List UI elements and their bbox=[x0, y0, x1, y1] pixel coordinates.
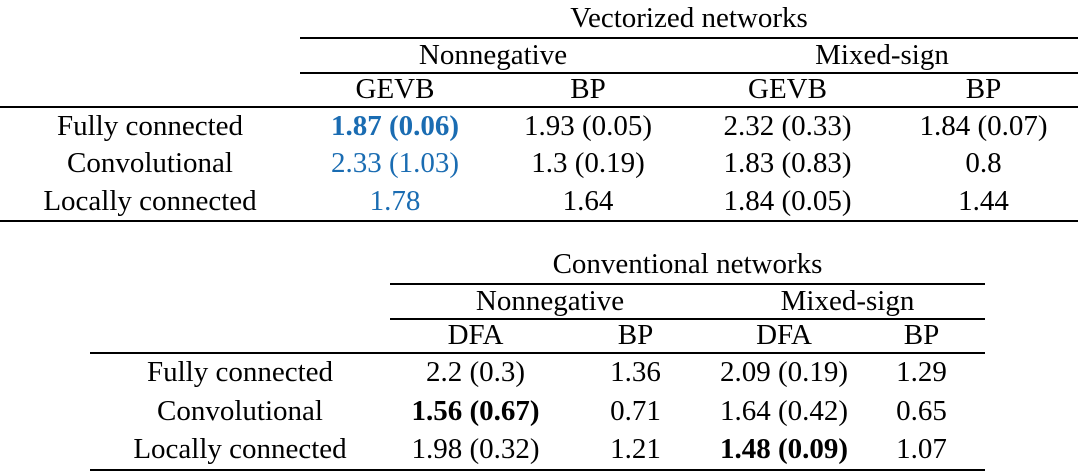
value-cell: 1.21 bbox=[561, 431, 710, 471]
col-header-dfa-nonnegative: DFA bbox=[390, 319, 561, 354]
table-title-row: Vectorized networks bbox=[0, 0, 1078, 39]
row-label: Locally connected bbox=[90, 431, 390, 471]
col-header-bp-mixed: BP bbox=[889, 73, 1078, 108]
results-table-vectorized: Vectorized networks Nonnegative Mixed-si… bbox=[0, 0, 1078, 222]
group-header-row: Nonnegative Mixed-sign bbox=[0, 38, 1078, 74]
value-cell: 0.8 bbox=[965, 147, 1002, 180]
value-cell: 1.93 (0.05) bbox=[523, 109, 653, 142]
value-cell: 1.64 bbox=[490, 183, 686, 222]
value-cell: 1.44 bbox=[889, 183, 1078, 222]
value-cell: 1.87 (0.06) bbox=[330, 109, 460, 142]
col-header-dfa-mixed: DFA bbox=[710, 319, 858, 354]
value-cell: 1.48 (0.09) bbox=[710, 431, 858, 471]
value-cell: 1.83 (0.83) bbox=[723, 147, 852, 180]
spacer-cell bbox=[0, 73, 300, 108]
table-row-fully-connected: Fully connected 2.2 (0.3) 1.36 2.09 (0.1… bbox=[90, 353, 985, 392]
table-row-locally-connected: Locally connected 1.78 1.64 1.84 (0.05) … bbox=[0, 183, 1078, 222]
row-label: Fully connected bbox=[146, 356, 334, 389]
row-label: Fully connected bbox=[56, 109, 244, 142]
value-cell: 1.84 (0.07) bbox=[919, 109, 1048, 142]
value-cell: 1.64 (0.42) bbox=[719, 394, 849, 427]
group-header-mixed-sign: Mixed-sign bbox=[710, 284, 986, 320]
row-label: Convolutional bbox=[67, 147, 233, 180]
group-header-nonnegative: Nonnegative bbox=[390, 284, 710, 320]
column-header-row: DFA BP DFA BP bbox=[90, 319, 986, 354]
col-header-bp-mixed: BP bbox=[858, 319, 986, 354]
value-cell: 2.33 (1.03) bbox=[330, 147, 460, 180]
col-header-bp-nonnegative: BP bbox=[490, 73, 686, 108]
row-label: Locally connected bbox=[0, 183, 300, 222]
value-cell: 2.32 (0.33) bbox=[723, 109, 852, 142]
col-header-bp-nonnegative: BP bbox=[561, 319, 710, 354]
value-cell: 1.07 bbox=[858, 431, 986, 471]
col-header-gevb-mixed: GEVB bbox=[686, 73, 889, 108]
spacer-cell bbox=[90, 247, 390, 284]
value-cell: 0.71 bbox=[610, 394, 661, 427]
row-label: Convolutional bbox=[157, 394, 323, 427]
value-cell: 2.2 (0.3) bbox=[425, 356, 526, 389]
spacer-cell bbox=[90, 319, 390, 354]
spacer-cell bbox=[0, 0, 300, 38]
table-title-row: Conventional networks bbox=[90, 247, 986, 285]
table-row-locally-connected: Locally connected 1.98 (0.32) 1.21 1.48 … bbox=[90, 431, 986, 471]
spacer-cell bbox=[90, 284, 390, 319]
value-cell: 1.98 (0.32) bbox=[390, 431, 561, 471]
table-title: Vectorized networks bbox=[300, 0, 1078, 39]
value-cell: 1.36 bbox=[610, 356, 661, 389]
table-row-fully-connected: Fully connected 1.87 (0.06) 1.93 (0.05) … bbox=[0, 107, 1078, 145]
value-cell: 1.84 (0.05) bbox=[686, 183, 889, 222]
table-title: Conventional networks bbox=[390, 247, 986, 285]
value-cell: 1.3 (0.19) bbox=[531, 147, 645, 180]
table-row-convolutional: Convolutional 1.56 (0.67) 0.71 1.64 (0.4… bbox=[90, 392, 985, 431]
column-header-row: GEVB BP GEVB BP bbox=[0, 73, 1078, 108]
spacer-cell bbox=[0, 38, 300, 73]
value-cell: 1.78 bbox=[300, 183, 490, 222]
value-cell: 1.29 bbox=[896, 356, 947, 389]
col-header-gevb-nonnegative: GEVB bbox=[300, 73, 490, 108]
group-header-nonnegative: Nonnegative bbox=[300, 38, 686, 74]
results-table-conventional: Conventional networks Nonnegative Mixed-… bbox=[90, 247, 986, 471]
value-cell: 0.65 bbox=[896, 394, 947, 427]
group-header-row: Nonnegative Mixed-sign bbox=[90, 284, 986, 320]
value-cell: 1.56 (0.67) bbox=[411, 394, 540, 427]
group-header-mixed-sign: Mixed-sign bbox=[686, 38, 1078, 74]
table-row-convolutional: Convolutional 2.33 (1.03) 1.3 (0.19) 1.8… bbox=[0, 145, 1078, 183]
value-cell: 2.09 (0.19) bbox=[719, 356, 849, 389]
